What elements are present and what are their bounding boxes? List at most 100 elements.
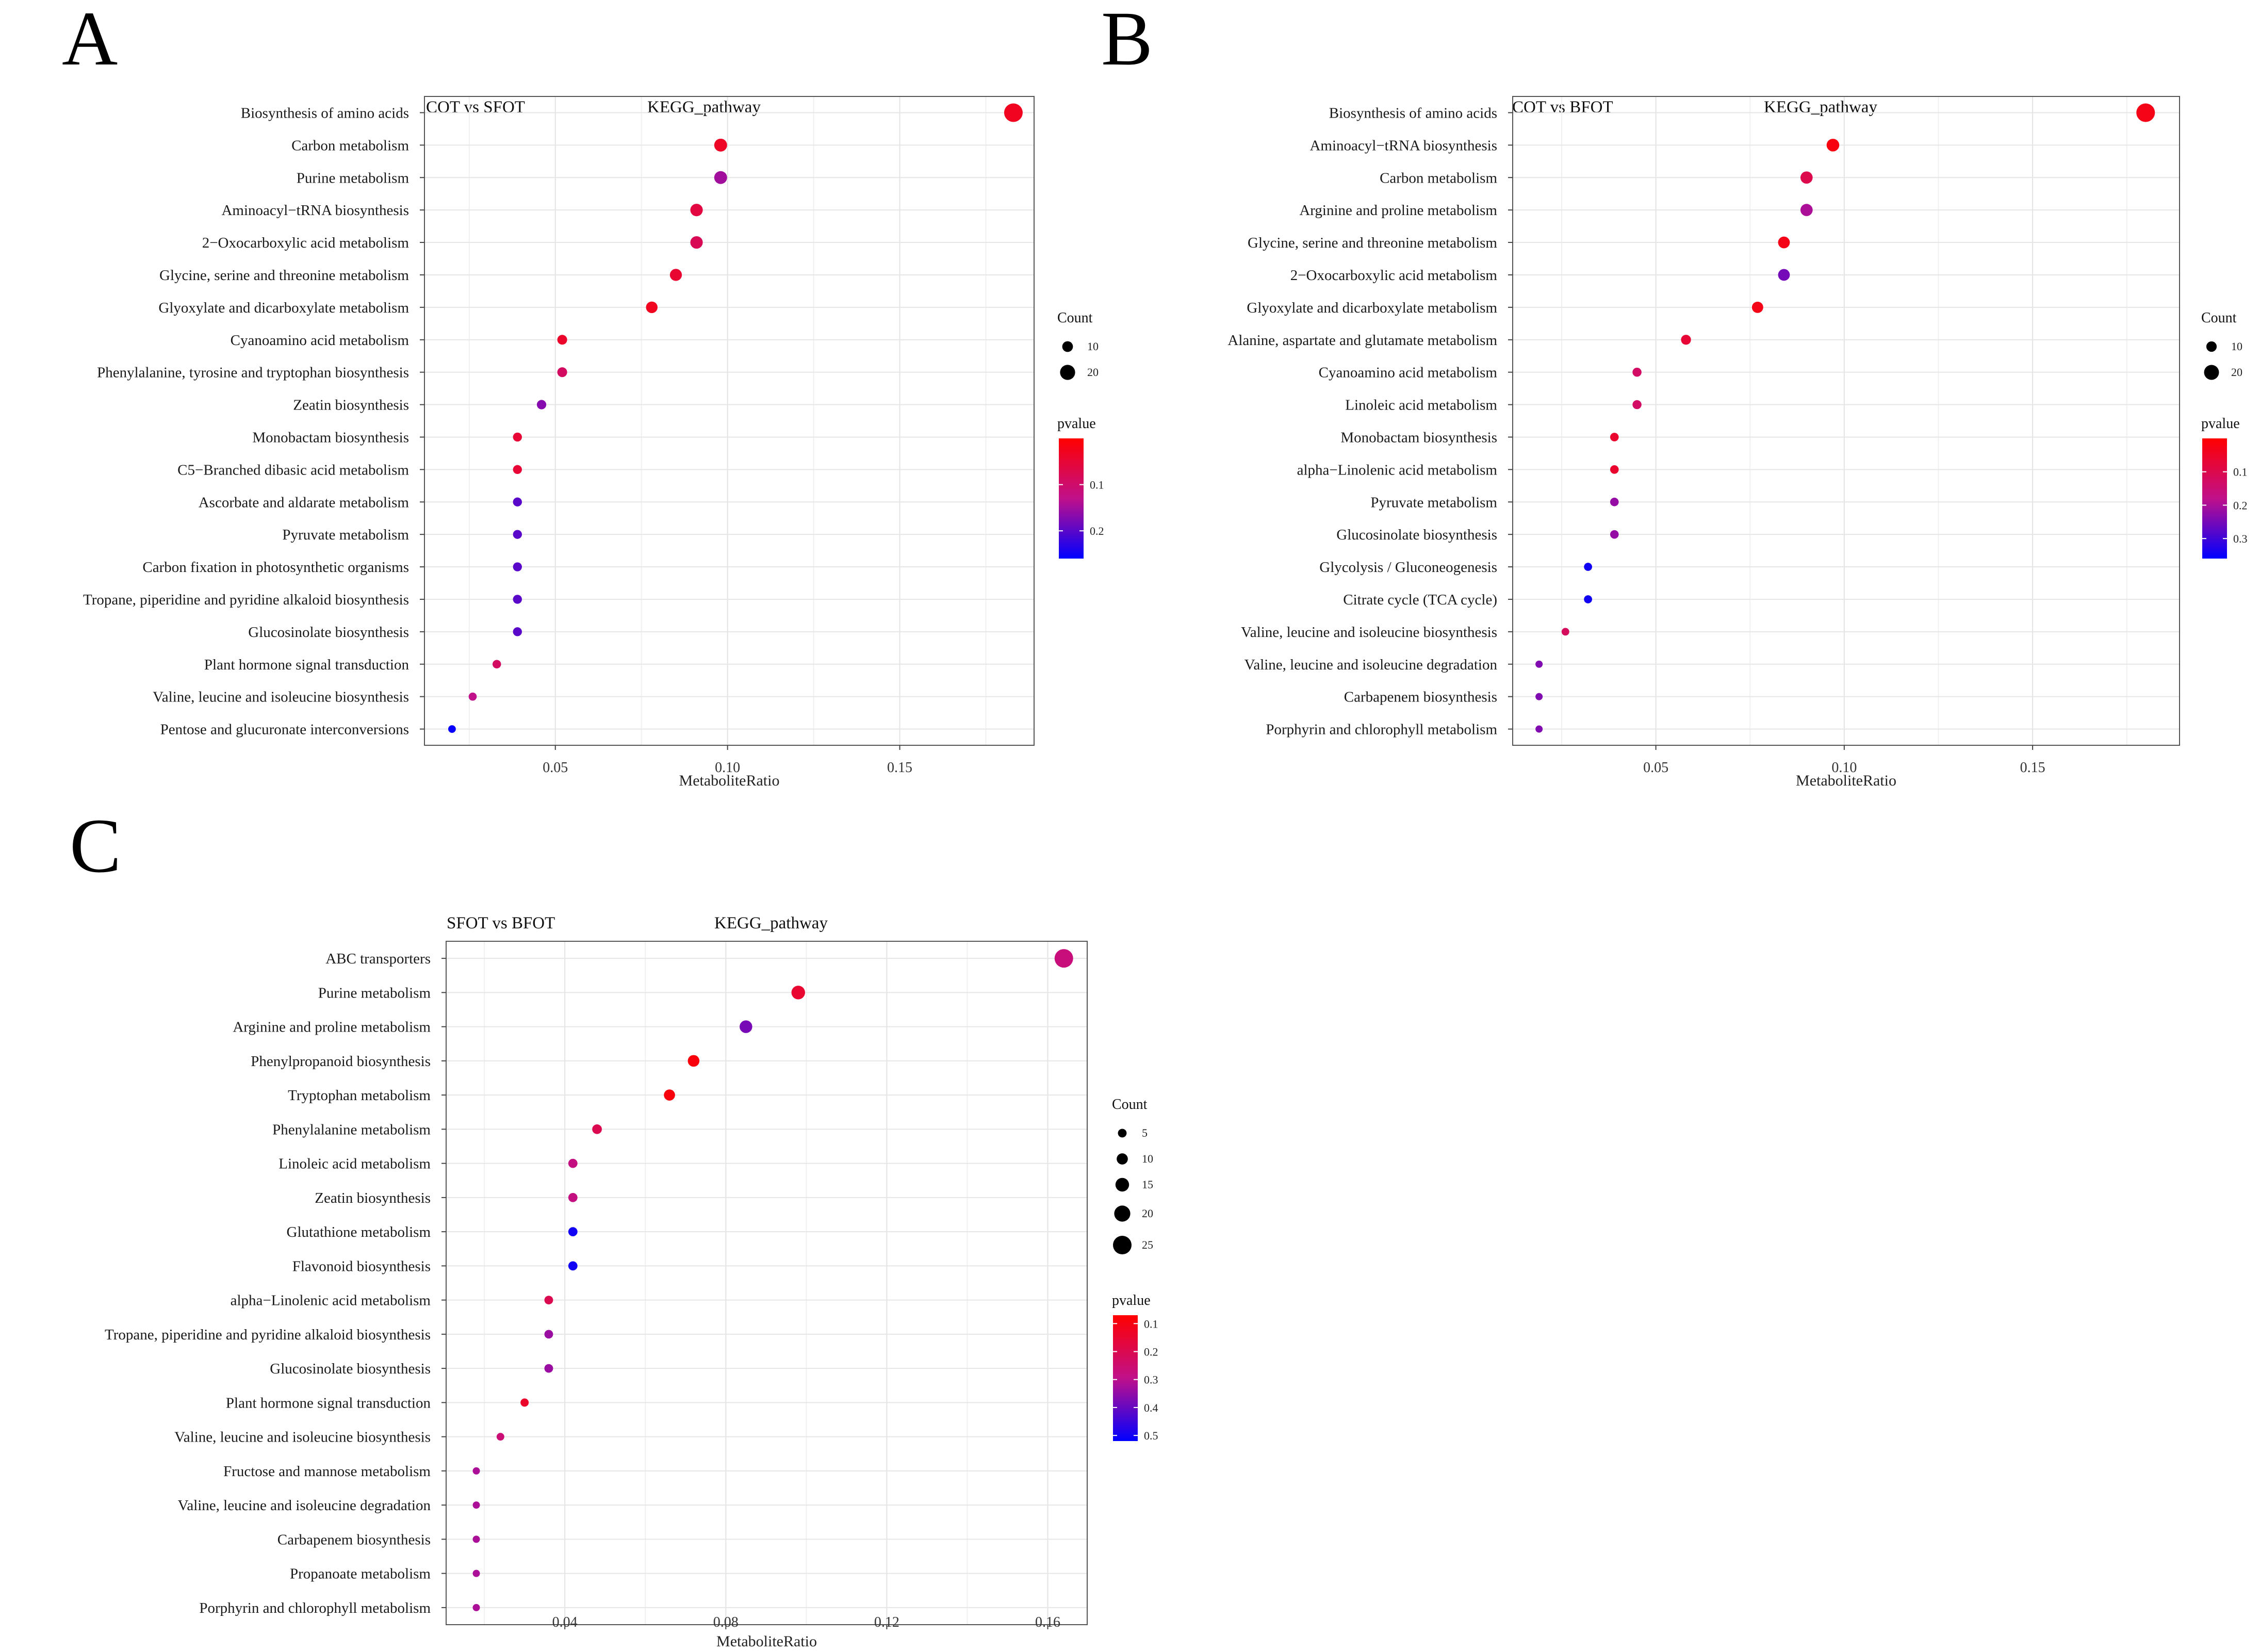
pathway-label: Pyruvate metabolism [282,527,409,543]
pathway-point [1610,465,1619,474]
pathway-point [557,335,567,345]
pathway-point [2136,103,2155,122]
count-legend-dot [1062,341,1073,352]
pathway-point [536,400,547,410]
count-legend-value: 20 [2231,366,2242,379]
pathway-point [1610,497,1619,506]
pathway-label: Carbon fixation in photosynthetic organi… [142,559,409,576]
x-tick-label: 0.15 [887,760,912,776]
pathway-point [544,1364,553,1373]
colorbar-label: 0.2 [1144,1345,1158,1358]
pathway-point [1681,335,1691,345]
pathway-point [1584,563,1592,571]
pathway-point [592,1124,602,1134]
pathway-point [472,1535,480,1543]
panel-subtitle: KEGG_pathway [714,914,828,933]
pathway-label: Aminoacyl−tRNA biosynthesis [221,202,409,219]
x-tick-label: 0.05 [1643,760,1668,776]
pathway-label: Glutathione metabolism [287,1224,431,1240]
x-axis-title: MetaboliteRatio [1796,772,1896,789]
pathway-point [1610,530,1619,539]
count-legend-dot [2204,365,2219,380]
pathway-point [520,1398,529,1407]
pathway-label: Porphyrin and chlorophyll metabolism [199,1600,431,1616]
pathway-label: Monobactam biosynthesis [252,429,409,446]
count-legend-value: 15 [1142,1178,1153,1191]
pathway-label: Carbon metabolism [291,137,409,154]
pathway-label: Carbon metabolism [1380,170,1497,186]
pathway-label: Phenylalanine, tyrosine and tryptophan b… [97,365,409,381]
pathway-point [1535,693,1543,700]
pathway-label: Zeatin biosynthesis [315,1190,431,1206]
panel-a: A COT vs SFOT KEGG_pathway 0.05 0.10 0.15 Meta… [62,0,1104,789]
pathway-point [468,692,477,701]
pathway-label: Plant hormone signal transduction [226,1395,431,1411]
pathway-point [791,986,805,1000]
pathway-label: Zeatin biosynthesis [293,397,409,414]
pathway-point [513,595,522,604]
pathway-point [714,138,727,152]
pathway-label: Valine, leucine and isoleucine biosynthe… [1241,624,1497,641]
pvalue-colorbar [1059,438,1084,559]
panel-title: SFOT vs BFOT [447,914,555,933]
pathway-label: alpha−Linolenic acid metabolism [1297,462,1498,478]
pathway-point [1535,725,1543,733]
pathway-label: Tryptophan metabolism [288,1087,431,1104]
count-legend-dot [1113,1236,1132,1254]
pathway-label: Valine, leucine and isoleucine biosynthe… [174,1429,431,1446]
pathway-label: Glyoxylate and dicarboxylate metabolism [1247,300,1497,316]
pathway-point [687,1055,700,1067]
pathway-point [714,171,727,184]
plot-frame [1512,96,2180,746]
pathway-label: C5−Branched dibasic acid metabolism [177,462,409,478]
panel-label: B [1101,0,1153,81]
pvalue-legend-title: pvalue [1112,1293,1151,1308]
panel-c: C SFOT vs BFOT KEGG_pathway 0.04 0.08 0.12 0.1… [70,803,1158,1650]
count-legend-title: Count [1112,1097,1148,1113]
panel-subtitle: KEGG_pathway [1764,98,1877,117]
count-legend-dot [1114,1205,1131,1222]
colorbar-label: 0.2 [1090,525,1104,537]
pathway-label: Biosynthesis of amino acids [1329,105,1497,121]
pathway-label: Propanoate metabolism [290,1566,431,1582]
pathway-point [568,1261,578,1271]
pathway-label: Carbapenem biosynthesis [277,1531,431,1548]
count-legend-title: Count [2201,310,2237,326]
pathway-label: Cyanoamino acid metabolism [231,332,410,349]
pathway-label: Glucosinolate biosynthesis [1336,527,1497,543]
gridlines [424,96,1034,745]
pathway-point [496,1433,504,1441]
count-legend-dot [1115,1177,1129,1192]
count-legend-dot [1118,1128,1127,1138]
pathway-point [472,1604,480,1611]
pathway-point [690,236,703,249]
count-legend-dot [1117,1153,1128,1165]
pathway-label: Glucosinolate biosynthesis [248,624,409,641]
pathway-label: Phenylpropanoid biosynthesis [251,1053,431,1070]
pvalue-legend-title: pvalue [1057,416,1096,432]
pathway-label: Arginine and proline metabolism [1299,202,1497,219]
x-tick-label: 0.12 [874,1614,899,1630]
pvalue-colorbar [2202,438,2227,559]
pathway-point [472,1501,480,1509]
count-legend-title: Count [1057,310,1093,326]
pathway-label: Glycolysis / Gluconeogenesis [1319,559,1497,576]
panel-label: A [62,0,118,81]
x-tick-label: 0.10 [715,760,740,776]
x-axis-title: MetaboliteRatio [716,1633,817,1650]
pathway-label: Valine, leucine and isoleucine degradati… [178,1497,431,1514]
pathway-point [1004,103,1023,122]
count-legend-dot [1060,365,1075,380]
panel-title: COT vs BFOT [1512,98,1613,117]
pathway-point [669,269,682,281]
pathway-point [568,1158,578,1168]
pvalue-colorbar [1113,1315,1138,1441]
colorbar-label: 0.1 [1090,479,1104,492]
count-legend-value: 10 [1142,1152,1153,1165]
count-legend-value: 20 [1142,1207,1153,1220]
count-legend-value: 25 [1142,1238,1153,1251]
count-legend-value: 20 [1087,366,1099,379]
pathway-label: Pyruvate metabolism [1370,494,1497,511]
pathway-label: Purine metabolism [318,985,431,1001]
